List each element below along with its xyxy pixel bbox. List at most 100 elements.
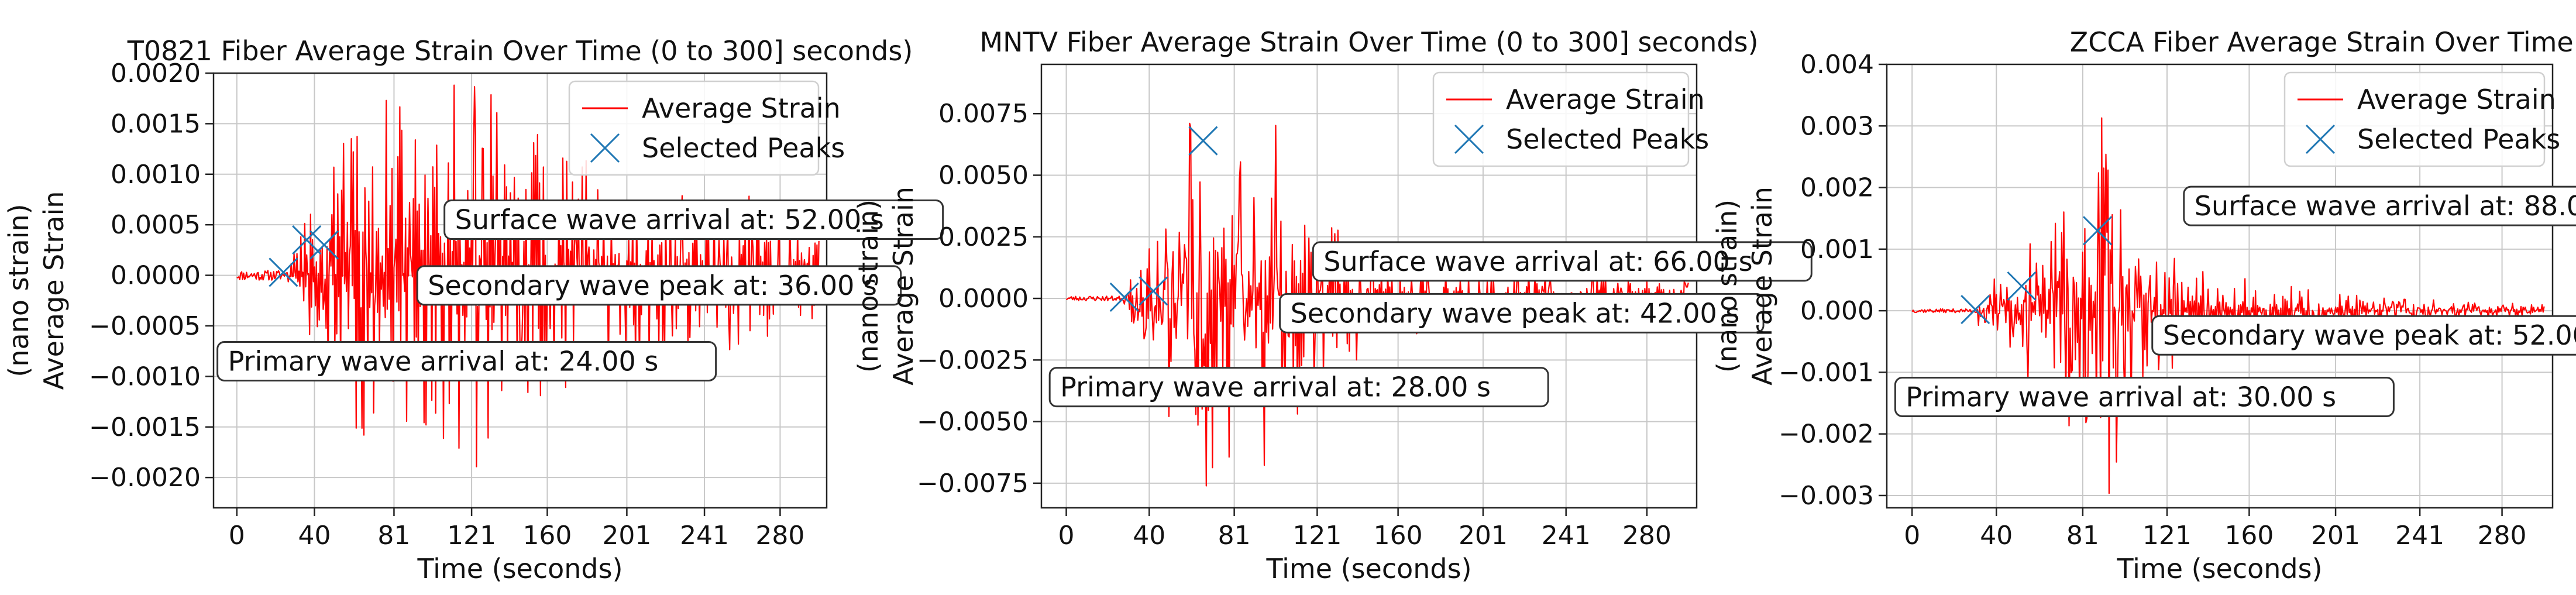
y-axis-label-units: (nano strain) (3, 204, 35, 377)
y-tick-label: 0.0010 (111, 160, 201, 190)
x-tick-label: 81 (1218, 521, 1251, 551)
legend-marker-swatch (2305, 124, 2336, 154)
y-tick-label: 0.0020 (111, 59, 201, 88)
selected-peak-marker (269, 257, 298, 287)
legend-marker-swatch (590, 133, 620, 163)
selected-peak-marker (2007, 271, 2037, 301)
selected-peak-marker (309, 230, 339, 260)
y-tick-label: 0.0000 (111, 261, 201, 291)
zcca-strain-chart: 0 40 81 121 160 201 241 280 −0.003 −0.002 −0.001 0.… (1711, 26, 2576, 584)
legend-label-selected-peaks: Selected Peaks (642, 132, 845, 164)
x-axis-label: Time (seconds) (2116, 553, 2322, 584)
selected-peak-marker (292, 225, 322, 255)
wave-annotation: Surface wave arrival at: 88.00 s (2183, 185, 2576, 226)
annotation-box (1279, 293, 1765, 333)
y-tick-label: 0.002 (1800, 173, 1874, 203)
legend-label-average-strain: Average Strain (1506, 84, 1705, 115)
y-tick-label: 0.003 (1800, 111, 1874, 141)
x-tick-label: 280 (755, 521, 804, 551)
x-tick-label: 0 (229, 521, 245, 551)
plot-frame (1040, 63, 1698, 509)
y-tick-label: 0.0015 (111, 109, 201, 139)
x-tick-label: 160 (1374, 521, 1423, 551)
annotation-text: Secondary wave peak at: 42.00 s (1291, 297, 1740, 329)
selected-peak-marker (1139, 276, 1168, 306)
annotation-text: Primary wave arrival at: 28.00 s (1060, 372, 1491, 403)
y-axis-label-units: (nano strain) (1711, 200, 1743, 373)
y-axis-label-units: (nano strain) (852, 200, 884, 373)
x-tick-label: 0 (1058, 521, 1075, 551)
chart-title: T0821 Fiber Average Strain Over Time (0 … (127, 35, 913, 67)
x-tick-label: 280 (2478, 521, 2527, 551)
chart-title: MNTV Fiber Average Strain Over Time (0 t… (979, 26, 1758, 58)
x-axis-label: Time (seconds) (417, 553, 622, 584)
x-tick-label: 40 (1133, 521, 1165, 551)
x-tick-label: 121 (1292, 521, 1342, 551)
annotation-box (443, 200, 944, 240)
y-tick-label: 0.0050 (938, 161, 1029, 191)
annotation-box (1048, 367, 1549, 408)
chart-legend: Average Strain Selected Peaks (2283, 71, 2560, 167)
x-tick-label: 160 (522, 521, 572, 551)
wave-annotation: Surface wave arrival at: 52.00 s (443, 200, 944, 240)
x-tick-label: 201 (1459, 521, 1508, 551)
wave-annotation: Primary wave arrival at: 28.00 s (1048, 367, 1549, 408)
y-tick-label: 0.0075 (938, 99, 1029, 129)
x-tick-label: 241 (2395, 521, 2444, 551)
y-tick-label: −0.0015 (89, 412, 201, 442)
selected-peak-marker (1961, 294, 1990, 325)
y-tick-label: 0.000 (1800, 296, 1874, 326)
legend-label-average-strain: Average Strain (642, 92, 841, 124)
mntv-strain-chart: 0 40 81 121 160 201 241 280 −0.0075 −0.0050 −0.002… (852, 26, 1813, 584)
legend-box (2283, 71, 2546, 167)
annotation-box (1312, 241, 1813, 282)
t0821-strain-chart: 0 40 81 121 160 201 241 280 −0.0020 −0.0015 −0.001… (3, 35, 944, 584)
y-tick-label: −0.001 (1779, 357, 1874, 387)
y-tick-label: 0.004 (1800, 50, 1874, 80)
wave-annotation: Secondary wave peak at: 36.00 s (416, 265, 902, 306)
wave-annotation: Secondary wave peak at: 52.00 s (2151, 315, 2576, 356)
selected-peak-marker (1188, 126, 1218, 156)
annotation-text: Surface wave arrival at: 52.00 s (455, 204, 884, 236)
x-tick-label: 121 (2142, 521, 2192, 551)
selected-peak-marker (2083, 216, 2113, 246)
x-tick-label: 201 (602, 521, 651, 551)
annotation-text: Secondary wave peak at: 52.00 s (2163, 319, 2576, 351)
annotation-box (2151, 315, 2576, 356)
x-tick-label: 40 (1980, 521, 2013, 551)
legend-label-selected-peaks: Selected Peaks (1506, 123, 1709, 155)
x-tick-label: 160 (2224, 521, 2274, 551)
x-tick-label: 0 (1904, 521, 1920, 551)
y-tick-label: 0.0025 (938, 222, 1029, 252)
x-tick-label: 81 (2066, 521, 2099, 551)
legend-box (568, 80, 820, 176)
y-tick-label: −0.003 (1779, 481, 1874, 511)
annotation-box (416, 265, 902, 306)
x-tick-label: 241 (1542, 521, 1591, 551)
wave-annotation: Primary wave arrival at: 30.00 s (1894, 377, 2395, 417)
y-tick-label: −0.0005 (89, 311, 201, 341)
y-tick-label: −0.0075 (917, 469, 1029, 498)
annotation-text: Surface wave arrival at: 66.00 s (1323, 246, 1752, 277)
x-tick-label: 121 (447, 521, 496, 551)
legend-label-average-strain: Average Strain (2357, 84, 2556, 115)
annotation-box (2183, 185, 2576, 226)
y-tick-label: 0.0000 (938, 284, 1029, 314)
selected-peak-marker (1109, 282, 1139, 312)
y-tick-label: −0.002 (1779, 419, 1874, 449)
annotation-text: Primary wave arrival at: 30.00 s (1906, 381, 2336, 413)
chart-title: ZCCA Fiber Average Strain Over Time (0 t… (2070, 26, 2576, 58)
y-tick-label: −0.0050 (917, 407, 1029, 437)
chart-legend: Average Strain Selected Peaks (568, 80, 845, 176)
annotation-box (1894, 377, 2395, 417)
legend-marker-swatch (1454, 124, 1484, 154)
y-tick-label: −0.0010 (89, 362, 201, 391)
plot-frame (1886, 63, 2554, 509)
wave-annotation: Secondary wave peak at: 42.00 s (1279, 293, 1765, 333)
annotation-text: Secondary wave peak at: 36.00 s (428, 270, 877, 301)
chart-legend: Average Strain Selected Peaks (1432, 71, 1709, 167)
legend-box (1432, 71, 1690, 167)
legend-label-selected-peaks: Selected Peaks (2357, 123, 2560, 155)
x-tick-label: 201 (2311, 521, 2360, 551)
